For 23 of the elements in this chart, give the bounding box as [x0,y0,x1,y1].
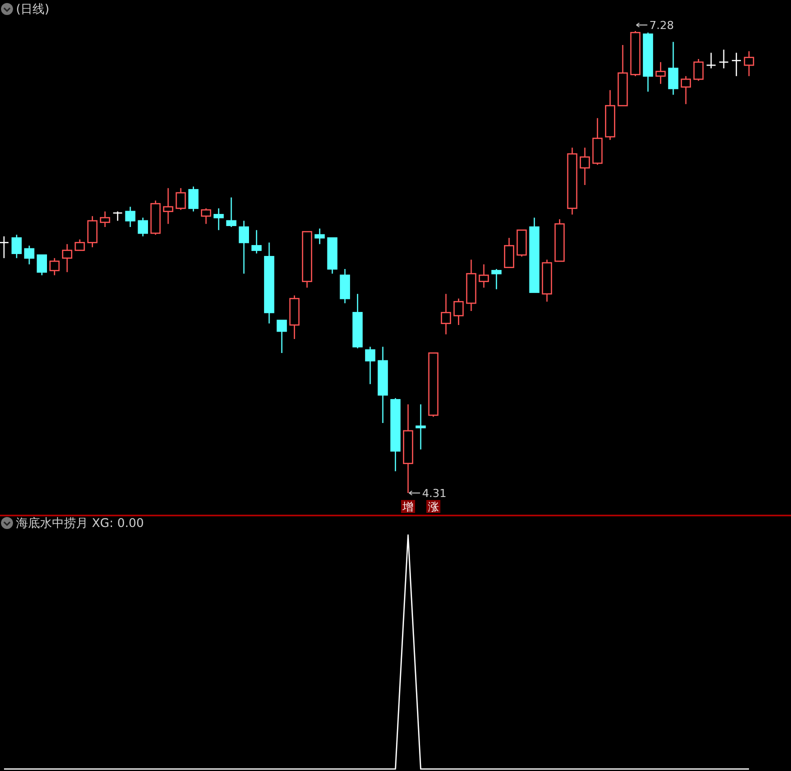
signal-label: 增 [401,500,416,514]
chart-title: (日线) [16,2,50,16]
annotation: 4.31 [422,487,447,500]
candlestick [125,206,136,228]
annotation: 7.28 [649,19,674,32]
candlestick [314,228,325,245]
candlestick [214,208,224,231]
candlestick [264,242,274,324]
candlestick [580,147,590,186]
candlestick [24,245,34,265]
candlestick [668,41,678,96]
candlestick [567,147,578,216]
candlestick [365,346,376,385]
candlestick [402,404,414,494]
candlestick [478,264,489,288]
candlestick [440,293,452,335]
chart-title: 海底水中捞月 XG: 0.00 [16,516,144,530]
candlestick [466,259,476,312]
signal-label: 涨 [426,500,440,514]
candlestick [163,188,174,224]
candlestick [706,52,716,69]
candlestick [378,346,388,424]
candlestick [416,404,426,450]
